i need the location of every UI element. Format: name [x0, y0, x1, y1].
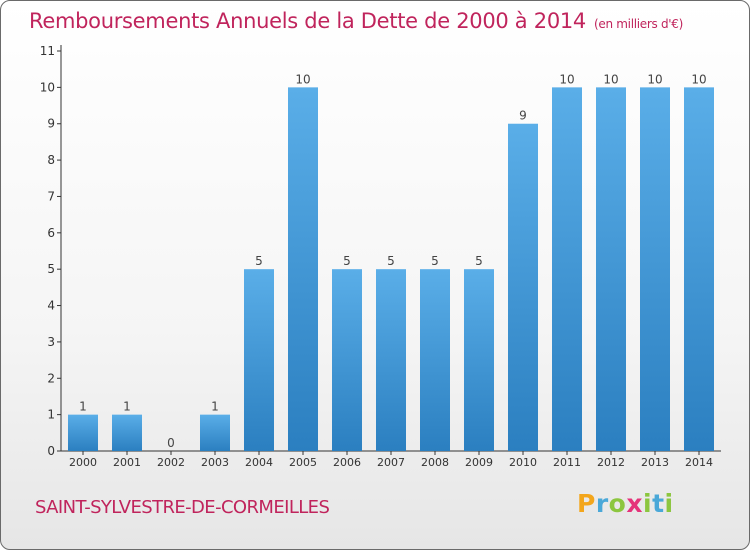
- y-tick-label: 5: [47, 262, 55, 276]
- x-tick-label-2005: 2005: [289, 456, 317, 469]
- y-tick-label: 8: [47, 153, 55, 167]
- x-tick-label-2000: 2000: [69, 456, 97, 469]
- x-tick-label-2008: 2008: [421, 456, 449, 469]
- x-tick-label-2002: 2002: [157, 456, 185, 469]
- y-axis: 0 1 2 3 4 5 6 7 8 9 10 11: [40, 44, 62, 458]
- y-tick-label: 11: [40, 44, 55, 58]
- bar-2004: [244, 269, 274, 451]
- bar-2010: [508, 123, 538, 452]
- bar-2005: [288, 87, 318, 451]
- bar-2003: [200, 414, 230, 451]
- data-label-2010: 9: [519, 109, 527, 123]
- data-label-2008: 5: [431, 254, 439, 268]
- x-axis: 2000 2001 2002 2003 2004 2005 2006 2007 2008 2009…: [61, 450, 721, 469]
- data-label-2001: 1: [123, 400, 131, 414]
- x-tick-label-2004: 2004: [245, 456, 273, 469]
- logo-letter: P: [577, 489, 596, 518]
- data-label-2000: 1: [79, 400, 87, 414]
- y-tick-label: 7: [47, 189, 55, 203]
- y-tick-label: 4: [47, 299, 55, 313]
- bar-2013: [640, 87, 670, 451]
- logo-letter: o: [608, 489, 627, 518]
- y-tick-label: 0: [47, 444, 55, 458]
- data-label-2012: 10: [603, 72, 618, 86]
- bar-2011: [552, 87, 582, 451]
- data-label-2004: 5: [255, 254, 263, 268]
- x-tick-label-2014: 2014: [685, 456, 713, 469]
- x-tick-label-2006: 2006: [333, 456, 361, 469]
- bar-2000: [68, 414, 98, 451]
- y-tick-label: 10: [40, 80, 55, 94]
- commune-name: SAINT-SYLVESTRE-DE-CORMEILLES: [35, 497, 330, 518]
- x-tick-label-2003: 2003: [201, 456, 229, 469]
- data-label-2006: 5: [343, 254, 351, 268]
- y-tick-label: 1: [47, 408, 55, 422]
- bar-2012: [596, 87, 626, 451]
- chart-subtitle: (en milliers d'€): [594, 17, 684, 31]
- bar-2001: [112, 414, 142, 451]
- data-label-2007: 5: [387, 254, 395, 268]
- logo-letter: x: [626, 489, 643, 518]
- chart-title-text: Remboursements Annuels de la Dette de 20…: [29, 9, 586, 33]
- bar-2009: [464, 269, 494, 451]
- data-label-2011: 10: [559, 72, 574, 86]
- data-label-2014: 10: [691, 72, 706, 86]
- logo-letter: r: [595, 489, 609, 518]
- y-tick-label: 6: [47, 226, 55, 240]
- x-tick-label-2010: 2010: [509, 456, 537, 469]
- y-tick-label: 2: [47, 371, 55, 385]
- bars: [68, 87, 714, 452]
- bar-2008: [420, 269, 450, 451]
- y-tick-label: 9: [47, 117, 55, 131]
- data-label-2002: 0: [167, 436, 175, 450]
- logo-letter: i: [643, 489, 653, 518]
- x-tick-label-2007: 2007: [377, 456, 405, 469]
- logo-letter: i: [664, 489, 674, 518]
- bar-2007: [376, 269, 406, 451]
- x-tick-label-2001: 2001: [113, 456, 141, 469]
- data-label-2013: 10: [647, 72, 662, 86]
- data-label-2003: 1: [211, 400, 219, 414]
- proxiti-logo: Proxiti: [577, 489, 674, 518]
- bar-2014: [684, 87, 714, 451]
- y-tick-label: 3: [47, 335, 55, 349]
- data-label-2005: 10: [295, 72, 310, 86]
- x-tick-label-2009: 2009: [465, 456, 493, 469]
- chart-title: Remboursements Annuels de la Dette de 20…: [29, 9, 683, 33]
- bar-2006: [332, 269, 362, 451]
- x-tick-label-2013: 2013: [641, 456, 669, 469]
- x-tick-label-2011: 2011: [553, 456, 581, 469]
- data-label-2009: 5: [475, 254, 483, 268]
- logo-letter: t: [652, 489, 665, 518]
- x-tick-label-2012: 2012: [597, 456, 625, 469]
